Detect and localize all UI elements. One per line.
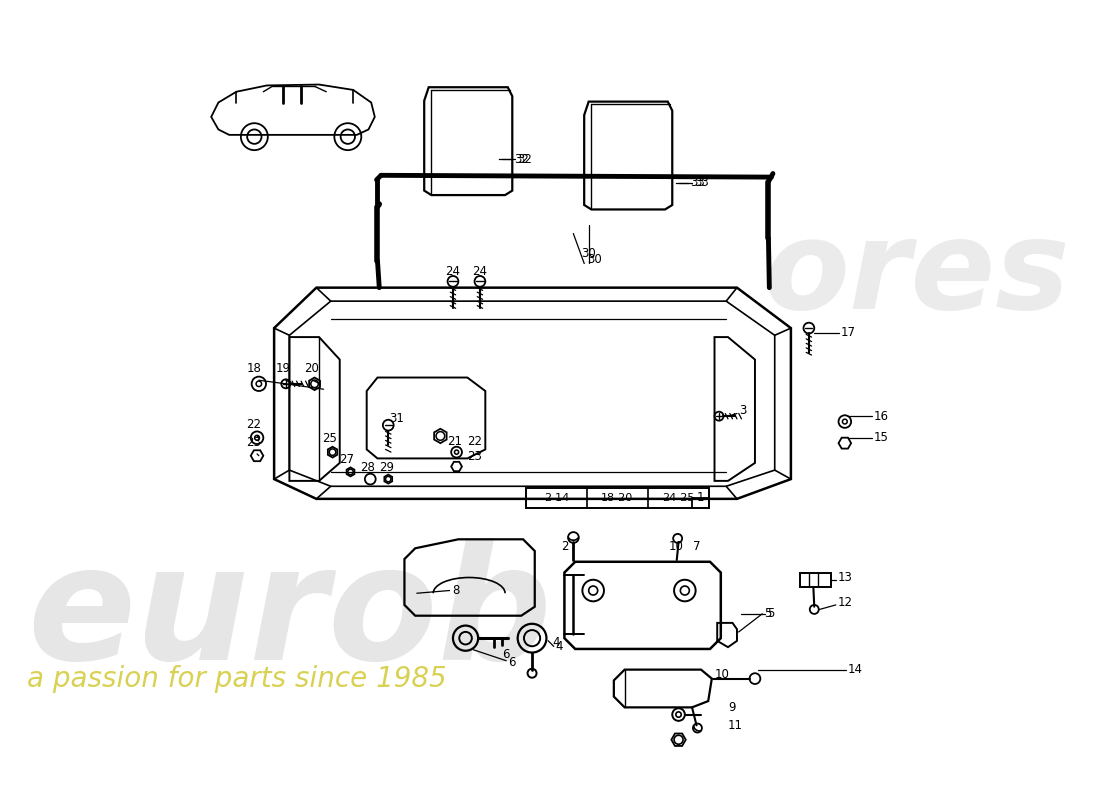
Text: 28: 28: [360, 461, 375, 474]
Text: 6: 6: [503, 648, 509, 661]
Text: 3: 3: [739, 404, 746, 418]
Text: 6: 6: [508, 656, 515, 669]
Text: 4: 4: [556, 640, 563, 653]
Text: 13: 13: [837, 570, 852, 583]
Text: 23: 23: [468, 450, 482, 463]
Text: 33: 33: [690, 176, 705, 189]
Text: 32: 32: [514, 153, 529, 166]
Text: 10: 10: [715, 668, 729, 681]
Text: 17: 17: [840, 326, 856, 339]
Text: 33: 33: [694, 176, 708, 189]
Text: 18-20: 18-20: [602, 493, 634, 503]
Text: 22: 22: [246, 418, 261, 431]
Text: 5: 5: [767, 607, 774, 621]
Text: 30: 30: [587, 254, 602, 266]
Text: 7: 7: [693, 540, 701, 553]
Text: 19: 19: [276, 362, 290, 375]
Text: 2-14: 2-14: [543, 493, 569, 503]
Text: 24: 24: [472, 265, 487, 278]
Text: 29: 29: [379, 461, 394, 474]
Text: 21: 21: [448, 434, 463, 448]
Text: 25: 25: [322, 432, 338, 445]
Text: 9: 9: [728, 701, 736, 714]
Text: 16: 16: [873, 410, 889, 422]
Text: a passion for parts since 1985: a passion for parts since 1985: [28, 665, 447, 693]
Text: 1: 1: [696, 491, 704, 505]
Text: 32: 32: [517, 153, 531, 166]
Text: 4: 4: [552, 636, 560, 649]
Text: 22: 22: [468, 434, 482, 448]
Text: 18: 18: [246, 362, 262, 375]
Text: 2: 2: [561, 540, 569, 553]
Text: 27: 27: [340, 453, 354, 466]
Text: 14: 14: [847, 663, 862, 676]
Text: 20: 20: [305, 362, 319, 375]
Text: 31: 31: [389, 412, 404, 425]
Text: 15: 15: [873, 431, 889, 444]
Text: 11: 11: [728, 719, 743, 732]
Text: 10: 10: [669, 540, 683, 553]
Text: eurob: eurob: [28, 538, 552, 693]
Text: 30: 30: [581, 246, 596, 260]
Text: 5: 5: [763, 607, 771, 621]
Text: 24: 24: [446, 265, 461, 278]
Text: 23: 23: [246, 437, 261, 450]
Text: 12: 12: [837, 596, 852, 609]
Text: ores: ores: [763, 214, 1070, 334]
Text: 8: 8: [452, 584, 460, 597]
Text: 24-25: 24-25: [662, 493, 695, 503]
